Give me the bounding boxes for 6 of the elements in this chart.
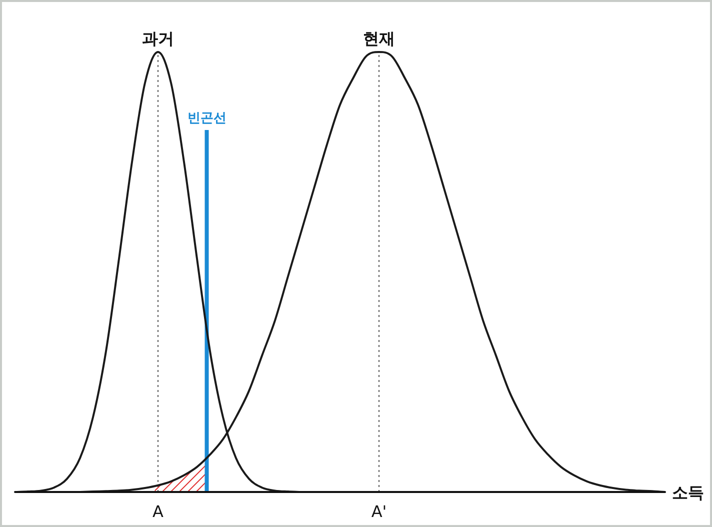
annotation: 빈곤선 <box>187 111 226 126</box>
x-tick-label: A' <box>371 502 387 521</box>
series-label: 과거 <box>142 29 174 48</box>
x-tick-label: A <box>152 502 164 521</box>
series-label: 현재 <box>363 29 395 48</box>
x-axis-title: 소득 <box>672 483 704 502</box>
